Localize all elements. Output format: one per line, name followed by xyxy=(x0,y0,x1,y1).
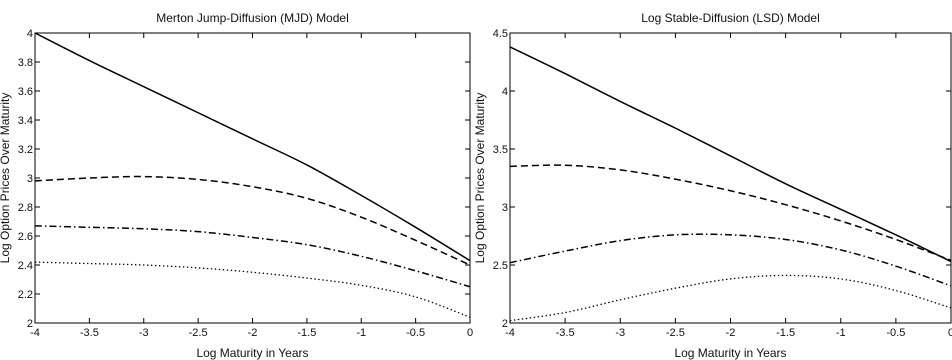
y-tick-label: 4 xyxy=(27,28,33,40)
series-line-dashed xyxy=(509,164,952,262)
y-tick-label: 2 xyxy=(502,318,508,330)
y-tick-label: 2 xyxy=(27,318,33,330)
x-tick-label: -3 xyxy=(139,327,149,339)
y-tick-label: 3.8 xyxy=(18,57,33,69)
y-tick-label: 2.8 xyxy=(18,202,33,214)
x-tick-label: -2.5 xyxy=(189,327,208,339)
x-tick-label: 0 xyxy=(467,327,473,339)
y-tick-label: 3.5 xyxy=(493,144,508,156)
y-tick-label: 3.4 xyxy=(18,115,33,127)
x-tick-label: -3.5 xyxy=(80,327,99,339)
y-tick-label: 4.5 xyxy=(493,28,508,40)
y-tick-label: 4 xyxy=(502,86,508,98)
y-tick-label: 3.6 xyxy=(18,86,33,98)
y-tick-label: 2.2 xyxy=(18,289,33,301)
y-tick-label: 2.5 xyxy=(493,260,508,272)
x-tick-label: -1 xyxy=(836,327,846,339)
x-tick-label: -2 xyxy=(248,327,258,339)
x-axis-label: Log Maturity in Years xyxy=(196,346,308,360)
y-tick-label: 2.4 xyxy=(18,260,33,272)
series-line-dashed xyxy=(34,175,471,266)
x-tick-label: -2.5 xyxy=(666,327,685,339)
x-tick-label: -3.5 xyxy=(556,327,575,339)
x-tick-label: -2 xyxy=(726,327,736,339)
x-tick-label: -1.5 xyxy=(776,327,795,339)
series-line-dashdot xyxy=(34,225,471,288)
series-line-solid xyxy=(509,46,952,263)
x-axis-label: Log Maturity in Years xyxy=(674,346,786,360)
chart-lsd: Log Stable-Diffusion (LSD) Model -4 -3.5 -3… xyxy=(473,11,952,360)
chart-title: Merton Jump-Diffusion (MJD) Model xyxy=(156,11,349,25)
x-tick-label: -1 xyxy=(356,327,366,339)
series-line-dotted xyxy=(509,274,952,322)
chart-mjd: Merton Jump-Diffusion (MJD) Model -4 -3.5 -… xyxy=(0,11,473,360)
x-tick-label: -0.5 xyxy=(886,327,905,339)
series-line-solid xyxy=(34,32,471,262)
y-tick-label: 3.2 xyxy=(18,144,33,156)
y-axis-label: Log Option Prices Over Maturity xyxy=(473,93,487,264)
x-tick-label: 0 xyxy=(948,327,952,339)
series-line-dotted xyxy=(34,261,471,318)
y-tick-label: 3 xyxy=(502,202,508,214)
chart-title: Log Stable-Diffusion (LSD) Model xyxy=(641,11,820,25)
x-tick-label: -1.5 xyxy=(297,327,316,339)
x-tick-label: -3 xyxy=(615,327,625,339)
x-tick-label: -0.5 xyxy=(406,327,425,339)
series-line-dashdot xyxy=(509,233,952,287)
plot-area-frame xyxy=(34,32,471,324)
y-axis-label: Log Option Prices Over Maturity xyxy=(0,93,12,264)
y-tick-label: 2.6 xyxy=(18,231,33,243)
y-tick-label: 3 xyxy=(27,173,33,185)
x-tick-label: -4 xyxy=(505,327,515,339)
x-tick-label: -4 xyxy=(30,327,40,339)
